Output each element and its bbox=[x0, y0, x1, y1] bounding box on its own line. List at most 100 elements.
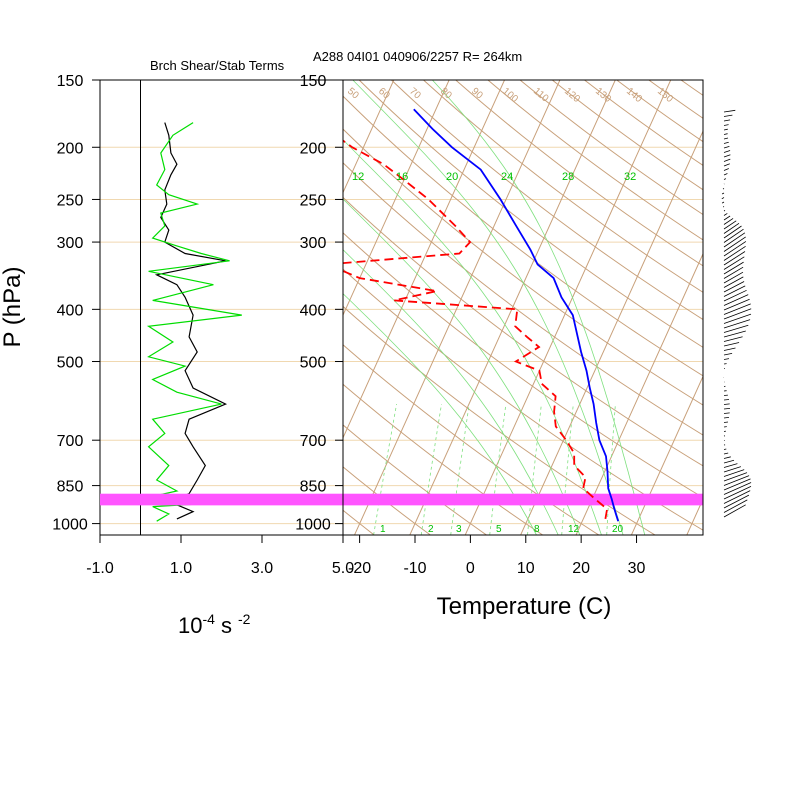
wind-barbs bbox=[721, 109, 752, 518]
skewt-moist-adiabat-label: 28 bbox=[562, 171, 574, 183]
wind-barb bbox=[723, 158, 731, 162]
wind-barb bbox=[723, 232, 746, 248]
wind-barb bbox=[723, 499, 748, 513]
skewt-isotherm bbox=[13, 28, 252, 557]
wind-barb bbox=[723, 452, 729, 455]
wind-barb bbox=[723, 417, 730, 419]
wind-barb bbox=[723, 459, 735, 464]
ri-series bbox=[146, 122, 242, 522]
skewt-ytick-label: 700 bbox=[300, 433, 327, 450]
skewt-moist-adiabat bbox=[343, 198, 581, 535]
wind-barb bbox=[723, 119, 731, 122]
ri-x-axis-label: 10-4 s -2 bbox=[178, 611, 251, 638]
ri-ytick-label: 300 bbox=[57, 235, 84, 252]
wind-barb bbox=[723, 251, 746, 266]
skewt-xtick-label: 30 bbox=[628, 560, 646, 577]
skewt-moist-adiabat bbox=[431, 80, 646, 535]
wind-barb bbox=[723, 399, 730, 401]
skewt-dry-adiabat bbox=[358, 80, 703, 348]
skewt-dry-adiabat bbox=[583, 80, 703, 166]
wind-barb bbox=[723, 163, 730, 167]
wind-barb bbox=[723, 466, 742, 473]
skewt-isotherm bbox=[630, 375, 703, 535]
ri-x-axis-label-unit: s bbox=[221, 613, 232, 638]
skewt-isotherm bbox=[353, 80, 561, 535]
wind-barb bbox=[723, 463, 738, 468]
wind-barb bbox=[723, 220, 737, 230]
ri-ytick-label: 700 bbox=[57, 433, 84, 450]
ri-ytick-label: 500 bbox=[57, 355, 84, 372]
skewt-mixing-ratio-line bbox=[606, 404, 616, 535]
wind-barb bbox=[723, 137, 729, 140]
skewt-mixing-ratio-line bbox=[373, 404, 397, 535]
ri-xtick-label: 3.0 bbox=[251, 560, 273, 577]
wind-barb bbox=[723, 213, 728, 216]
ri-xtick-label: 1.0 bbox=[170, 560, 192, 577]
wind-barb bbox=[723, 133, 728, 135]
wind-barb bbox=[723, 210, 726, 212]
skewt-ytick-label: 850 bbox=[300, 479, 327, 496]
wind-barb bbox=[723, 261, 744, 275]
skewt-ytick-label: 200 bbox=[300, 140, 327, 157]
figure-title: A288 04I01 040906/2257 R= 264km bbox=[313, 49, 522, 64]
wind-barb bbox=[723, 276, 744, 288]
wind-barb bbox=[723, 347, 736, 351]
skewt-xtick-label: -10 bbox=[403, 560, 426, 577]
wind-barb bbox=[723, 141, 729, 144]
skewt-x-axis-label: Temperature (C) bbox=[437, 593, 612, 620]
ri-x-axis-label-unit-exp: -2 bbox=[238, 611, 251, 627]
skewt-dry-adiabat bbox=[343, 466, 432, 535]
wind-barb bbox=[721, 192, 725, 195]
skewt-dry-adiabat bbox=[343, 383, 544, 535]
wind-barb bbox=[723, 403, 730, 405]
skewt-mixing-ratio-line bbox=[489, 404, 507, 535]
ri-xtick-label: -1.0 bbox=[86, 560, 114, 577]
skewt-dry-adiabat bbox=[343, 128, 703, 406]
wind-barb bbox=[723, 222, 740, 234]
wind-barb bbox=[722, 206, 725, 208]
skewt-mixing-ratio-line bbox=[450, 404, 470, 535]
ri-ytick-label: 250 bbox=[57, 192, 84, 209]
wind-barb bbox=[723, 285, 746, 297]
skewt-dry-adiabat bbox=[390, 80, 703, 321]
wind-barb bbox=[723, 353, 733, 356]
skewt-moist-adiabat-label: 32 bbox=[624, 171, 636, 183]
wind-barb bbox=[723, 342, 740, 347]
skewt-isotherm bbox=[575, 252, 703, 535]
ri-panel-title: Brch Shear/Stab Terms bbox=[150, 58, 285, 73]
skewt-dry-adiabat bbox=[422, 80, 703, 293]
ri-ytick-label: 1000 bbox=[52, 517, 88, 534]
wind-barb bbox=[723, 448, 727, 450]
wind-barb bbox=[723, 482, 752, 495]
skewt-series-dewpoint bbox=[343, 139, 609, 520]
skewt-xtick-label: 10 bbox=[517, 560, 535, 577]
highlight-band bbox=[100, 493, 703, 506]
wind-barb bbox=[723, 298, 750, 311]
skewt-ytick-label: 250 bbox=[300, 192, 327, 209]
wind-barb bbox=[723, 504, 746, 518]
skewt-dry-adiabat bbox=[454, 80, 703, 267]
wind-barb bbox=[723, 336, 743, 342]
wind-barb bbox=[723, 128, 728, 131]
skewt-dry-adiabat bbox=[487, 80, 703, 241]
wind-barb bbox=[723, 236, 746, 252]
skewt-mixing-ratio-line bbox=[561, 404, 574, 535]
skewt-mixing-ratio-label: 1 bbox=[380, 524, 386, 535]
wind-barb bbox=[723, 421, 729, 423]
wind-barb bbox=[723, 412, 730, 414]
wind-barb bbox=[723, 109, 736, 113]
skewt-isotherm-label: 140 bbox=[624, 86, 644, 105]
skewt-ytick-label: 400 bbox=[300, 302, 327, 319]
wind-barb bbox=[723, 215, 731, 221]
wind-barb bbox=[723, 313, 752, 324]
wind-barb bbox=[723, 490, 751, 504]
skewt-dry-adiabat bbox=[519, 80, 703, 216]
skewt-dry-adiabat bbox=[343, 305, 656, 535]
skewt-isotherm-label: 50 bbox=[345, 86, 361, 102]
ri-ytick-label: 200 bbox=[57, 140, 84, 157]
skewt-isotherm-label: 100 bbox=[500, 86, 520, 105]
skewt-dry-adiabat bbox=[343, 424, 488, 535]
